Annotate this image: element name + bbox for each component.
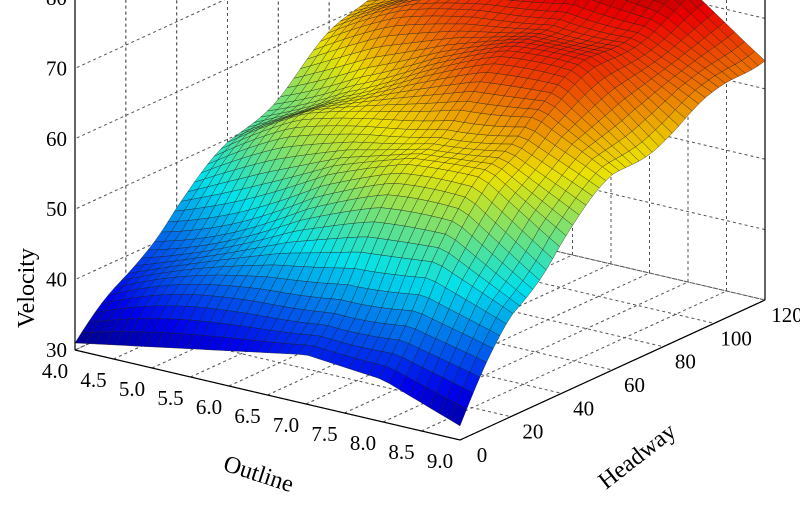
y-tick-label: 40 xyxy=(573,396,594,420)
y-tick-label: 100 xyxy=(720,326,752,350)
grid-line xyxy=(267,254,573,396)
x-tick-label: 7.5 xyxy=(311,422,337,446)
x-tick-label: 6.0 xyxy=(196,395,222,419)
z-tick-label: 70 xyxy=(46,56,67,80)
x-tick-label: 5.0 xyxy=(119,377,145,401)
x-tick-label: 4.0 xyxy=(42,359,68,383)
x-tick-label: 8.5 xyxy=(388,440,414,464)
grid-line xyxy=(190,236,496,378)
x-tick-label: 7.0 xyxy=(273,413,299,437)
tick-layer: 4.0 4.5 5.0 5.5 6.0 6.5 7.0 7.5 8.0 8.5 9.0 0 20 40 60… xyxy=(42,0,800,473)
x-tick-label: 6.5 xyxy=(234,404,260,428)
grid-line xyxy=(74,0,766,69)
y-tick-label: 80 xyxy=(675,350,696,374)
grid-line xyxy=(74,0,766,140)
y-tick-label: 20 xyxy=(522,420,543,444)
x-axis-label: Outline xyxy=(220,451,297,498)
z-tick-label: 80 xyxy=(46,0,67,10)
axis-line xyxy=(74,299,766,441)
z-tick-label: 30 xyxy=(46,338,67,362)
z-tick-label: 60 xyxy=(46,127,67,151)
x-tick-label: 4.5 xyxy=(80,368,106,392)
grid-line xyxy=(305,263,612,405)
y-tick-label: 120 xyxy=(771,303,800,327)
y-tick-label: 0 xyxy=(477,443,488,467)
axis-line xyxy=(764,0,766,300)
z-axis-label: Velocity xyxy=(14,248,40,328)
surface-patch xyxy=(449,403,467,427)
surface-layer xyxy=(74,0,766,427)
grid-line xyxy=(74,68,766,210)
x-tick-label: 9.0 xyxy=(427,449,453,473)
x-tick-label: 5.5 xyxy=(157,386,183,410)
y-tick-label: 60 xyxy=(624,373,645,397)
x-tick-label: 8.0 xyxy=(350,431,376,455)
y-axis-label: Headway xyxy=(594,418,681,494)
z-tick-label: 50 xyxy=(46,197,67,221)
z-tick-label: 40 xyxy=(46,268,67,292)
